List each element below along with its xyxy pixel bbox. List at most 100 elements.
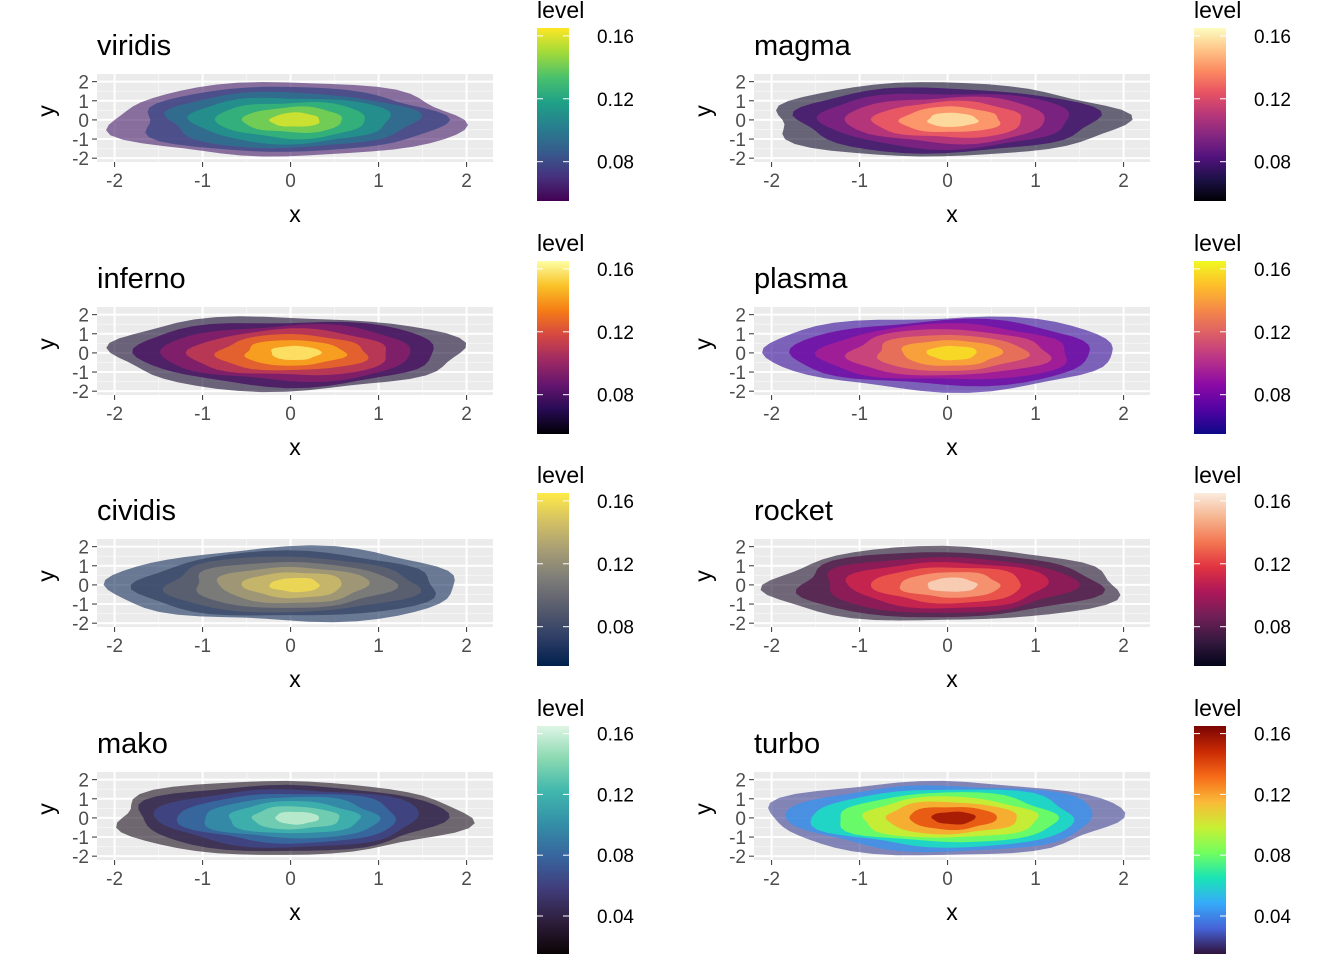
legend-level-label: 0.12 — [597, 323, 634, 344]
y-tick-label: 0 — [735, 111, 746, 132]
y-tick-label: 1 — [78, 790, 89, 811]
y-tick-label: 2 — [735, 73, 746, 94]
x-tick-label: -2 — [106, 171, 123, 192]
x-tick-label: 2 — [1118, 869, 1129, 890]
chart-title: mako — [97, 728, 168, 760]
chart-title: turbo — [754, 728, 820, 760]
y-tick-label: 2 — [78, 771, 89, 792]
x-tick-label: -2 — [763, 404, 780, 425]
chart-title: plasma — [754, 263, 848, 295]
y-tick-label: 1 — [78, 92, 89, 113]
y-axis-label: y — [33, 803, 59, 815]
x-axis-label: x — [946, 666, 958, 692]
legend-level-label: 0.12 — [597, 90, 634, 111]
y-axis-label: y — [33, 570, 59, 582]
legend-level-label: 0.08 — [597, 153, 634, 174]
x-tick-label: 0 — [285, 869, 296, 890]
density-band — [926, 345, 977, 361]
legend-level-label: 0.16 — [1254, 725, 1291, 746]
x-tick-label: 2 — [461, 869, 472, 890]
x-tick-label: -2 — [106, 869, 123, 890]
legend-level-label: 0.08 — [1254, 846, 1291, 867]
legend-level-label: 0.12 — [597, 555, 634, 576]
legend-level-label: 0.08 — [597, 386, 634, 407]
x-tick-label: 2 — [461, 171, 472, 192]
y-tick-label: -2 — [729, 847, 746, 868]
y-tick-label: -2 — [729, 149, 746, 170]
y-tick-label: 0 — [78, 809, 89, 830]
y-tick-label: -2 — [72, 847, 89, 868]
x-axis-label: x — [946, 899, 958, 925]
x-tick-label: 1 — [1030, 869, 1041, 890]
y-tick-label: 0 — [78, 576, 89, 597]
y-tick-label: 1 — [78, 325, 89, 346]
x-tick-label: -2 — [106, 404, 123, 425]
legend-level-label: 0.08 — [1254, 618, 1291, 639]
y-tick-label: -1 — [72, 595, 89, 616]
x-tick-label: -1 — [194, 636, 211, 657]
y-tick-label: 0 — [78, 344, 89, 365]
x-tick-label: 0 — [942, 636, 953, 657]
legend-colorbar — [537, 726, 569, 954]
density-band — [927, 112, 979, 127]
x-tick-label: -1 — [194, 869, 211, 890]
x-axis-label: x — [289, 899, 301, 925]
y-tick-label: -1 — [729, 828, 746, 849]
x-tick-label: 0 — [285, 171, 296, 192]
x-tick-label: 2 — [461, 404, 472, 425]
y-tick-label: -2 — [72, 149, 89, 170]
legend-level-label: 0.16 — [1254, 492, 1291, 513]
chart-title: rocket — [754, 495, 833, 527]
x-tick-label: 0 — [285, 636, 296, 657]
x-tick-label: 1 — [1030, 404, 1041, 425]
y-tick-label: 1 — [735, 557, 746, 578]
y-tick-label: 0 — [78, 111, 89, 132]
x-tick-label: -2 — [106, 636, 123, 657]
legend-colorbar — [537, 493, 569, 666]
legend-title: level — [1194, 0, 1241, 23]
x-tick-label: 0 — [285, 404, 296, 425]
x-tick-label: -1 — [194, 171, 211, 192]
y-tick-label: -2 — [72, 614, 89, 635]
legend-title: level — [1194, 462, 1241, 488]
chart-title: cividis — [97, 495, 176, 527]
x-tick-label: 0 — [942, 869, 953, 890]
y-tick-label: -1 — [729, 130, 746, 151]
legend-level-label: 0.16 — [597, 492, 634, 513]
legend-level-label: 0.12 — [1254, 555, 1291, 576]
chart-title: magma — [754, 30, 852, 62]
y-axis-label: y — [690, 338, 716, 350]
legend-colorbar — [1194, 726, 1226, 954]
legend-level-label: 0.12 — [597, 785, 634, 806]
density-band — [275, 811, 319, 825]
x-tick-label: 2 — [461, 636, 472, 657]
legend-level-label: 0.16 — [597, 260, 634, 281]
density-band — [931, 811, 976, 825]
x-tick-label: 2 — [1118, 636, 1129, 657]
y-tick-label: 0 — [735, 344, 746, 365]
x-tick-label: 0 — [942, 171, 953, 192]
x-tick-label: -1 — [851, 404, 868, 425]
y-tick-label: -1 — [72, 130, 89, 151]
x-tick-label: 1 — [373, 636, 384, 657]
x-tick-label: -1 — [194, 404, 211, 425]
y-tick-label: 0 — [735, 576, 746, 597]
y-tick-label: -1 — [729, 363, 746, 384]
y-axis-label: y — [33, 105, 59, 117]
x-tick-label: -2 — [763, 636, 780, 657]
x-tick-label: 1 — [373, 404, 384, 425]
y-axis-label: y — [690, 105, 716, 117]
y-axis-label: y — [690, 570, 716, 582]
y-tick-label: 1 — [735, 325, 746, 346]
legend-level-label: 0.08 — [597, 618, 634, 639]
chart-title: inferno — [97, 263, 186, 295]
y-tick-label: 0 — [735, 809, 746, 830]
x-tick-label: 1 — [1030, 636, 1041, 657]
legend-title: level — [1194, 695, 1241, 721]
x-tick-label: 1 — [373, 869, 384, 890]
